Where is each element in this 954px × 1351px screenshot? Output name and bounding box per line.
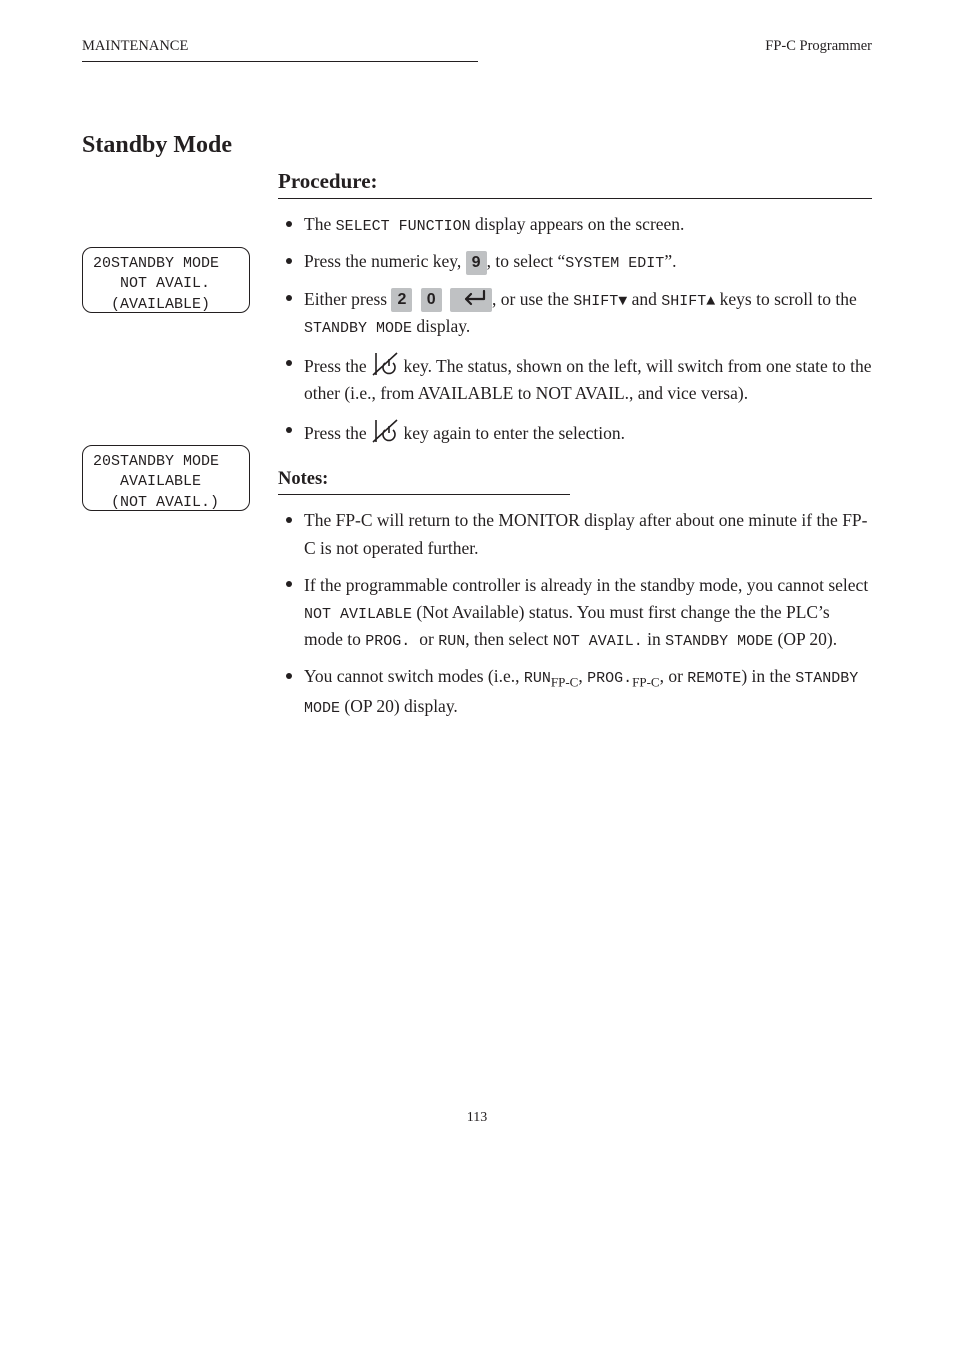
procedure-item-4: Press the key. The status, shown on the …	[278, 350, 872, 407]
header-left: MAINTENANCE	[82, 38, 188, 55]
note-item-1: The FP-C will return to the MONITOR disp…	[278, 507, 872, 561]
io-key-icon-2	[371, 417, 399, 445]
lcd1-line2: NOT AVAIL.	[93, 275, 210, 292]
io-key-icon	[371, 350, 399, 378]
lcd2-line2: AVAILABLE	[93, 473, 201, 490]
lcd-display-1: 20STANDBY MODE NOT AVAIL. (AVAILABLE)	[82, 247, 250, 313]
lcd1-line1: 20STANDBY MODE	[93, 255, 219, 272]
lcd1-line3: (AVAILABLE)	[93, 296, 210, 313]
procedure-title: Procedure:	[278, 169, 872, 194]
procedure-item-1: The SELECT FUNCTION display appears on t…	[278, 211, 872, 238]
left-column: 20STANDBY MODE NOT AVAIL. (AVAILABLE) 20…	[82, 169, 260, 730]
notes-list: The FP-C will return to the MONITOR disp…	[278, 507, 872, 720]
page: MAINTENANCE FP-C Programmer Standby Mode…	[0, 0, 954, 1166]
lcd2-line1: 20STANDBY MODE	[93, 453, 219, 470]
page-title: Standby Mode	[82, 132, 872, 159]
key-2: 2	[391, 288, 412, 312]
content-columns: 20STANDBY MODE NOT AVAIL. (AVAILABLE) 20…	[82, 169, 872, 730]
procedure-item-3: Either press 2 0 , or use the SHIFT▼ and…	[278, 286, 872, 341]
procedure-item-5: Press the key again to enter the selecti…	[278, 417, 872, 447]
header-rule	[82, 61, 478, 62]
procedure-item-2: Press the numeric key, 9, to select “SYS…	[278, 248, 872, 275]
lcd2-line3: (NOT AVAIL.)	[93, 494, 219, 511]
procedure-rule	[278, 198, 872, 199]
page-number: 113	[82, 1110, 872, 1126]
header-right: FP-C Programmer	[765, 38, 872, 55]
notes-title: Notes:	[278, 469, 872, 490]
page-header: MAINTENANCE FP-C Programmer	[82, 38, 872, 55]
note-item-3: You cannot switch modes (i.e., RUNFP-C, …	[278, 663, 872, 720]
right-column: Procedure: The SELECT FUNCTION display a…	[278, 169, 872, 730]
note-item-2: If the programmable controller is alread…	[278, 572, 872, 654]
lcd-display-2: 20STANDBY MODE AVAILABLE (NOT AVAIL.)	[82, 445, 250, 511]
key-9: 9	[466, 251, 487, 275]
key-0: 0	[421, 288, 442, 312]
key-enter	[450, 288, 492, 312]
procedure-list: The SELECT FUNCTION display appears on t…	[278, 211, 872, 447]
notes-rule	[278, 494, 570, 495]
